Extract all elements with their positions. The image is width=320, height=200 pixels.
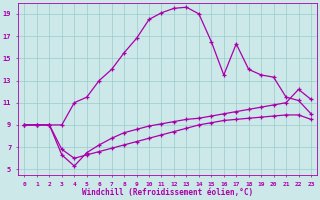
X-axis label: Windchill (Refroidissement éolien,°C): Windchill (Refroidissement éolien,°C) <box>82 188 253 197</box>
